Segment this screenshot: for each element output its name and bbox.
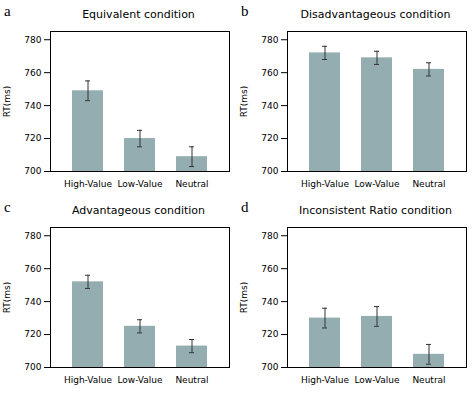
svg-text:720: 720 [24, 133, 41, 143]
svg-text:High-Value: High-Value [301, 375, 350, 385]
svg-text:High-Value: High-Value [64, 179, 113, 189]
html-text:Equivalent condition: Equivalent condition [82, 8, 195, 21]
html-text:d: d [241, 199, 249, 215]
svg-text:760: 760 [261, 68, 278, 78]
svg-text:780: 780 [24, 231, 41, 241]
svg-text:720: 720 [24, 329, 41, 339]
html-text:Disadvantageous condition: Disadvantageous condition [300, 8, 451, 21]
svg-text:740: 740 [24, 296, 41, 306]
svg-text:700: 700 [261, 362, 278, 372]
svg-text:Low-Value: Low-Value [354, 179, 400, 189]
html-text:c: c [4, 199, 11, 215]
svg-text:RT(ms): RT(ms) [239, 282, 249, 314]
svg-text:740: 740 [261, 296, 278, 306]
svg-text:780: 780 [261, 231, 278, 241]
svg-text:RT(ms): RT(ms) [2, 86, 12, 118]
svg-text:Neutral: Neutral [175, 179, 208, 189]
svg-text:Low-Value: Low-Value [117, 179, 163, 189]
svg-text:RT(ms): RT(ms) [2, 282, 12, 314]
svg-text:700: 700 [24, 362, 41, 372]
svg-text:760: 760 [261, 264, 278, 274]
svg-text:740: 740 [261, 100, 278, 110]
html-text:b: b [241, 3, 249, 19]
svg-text:Low-Value: Low-Value [117, 375, 163, 385]
svg-text:760: 760 [24, 68, 41, 78]
svg-text:Neutral: Neutral [412, 179, 445, 189]
svg-text:780: 780 [24, 35, 41, 45]
svg-text:High-Value: High-Value [301, 179, 350, 189]
svg-text:RT(ms): RT(ms) [239, 86, 249, 118]
html-text:Inconsistent Ratio condition: Inconsistent Ratio condition [299, 204, 452, 217]
html-text:a: a [4, 3, 11, 19]
html-text:Advantageous condition: Advantageous condition [71, 204, 206, 217]
svg-text:720: 720 [261, 329, 278, 339]
svg-text:780: 780 [261, 35, 278, 45]
svg-text:700: 700 [261, 166, 278, 176]
svg-text:High-Value: High-Value [64, 375, 113, 385]
svg-text:Neutral: Neutral [175, 375, 208, 385]
svg-text:700: 700 [24, 166, 41, 176]
svg-text:Neutral: Neutral [412, 375, 445, 385]
svg-text:740: 740 [24, 100, 41, 110]
svg-text:Low-Value: Low-Value [354, 375, 400, 385]
svg-text:720: 720 [261, 133, 278, 143]
svg-text:760: 760 [24, 264, 41, 274]
